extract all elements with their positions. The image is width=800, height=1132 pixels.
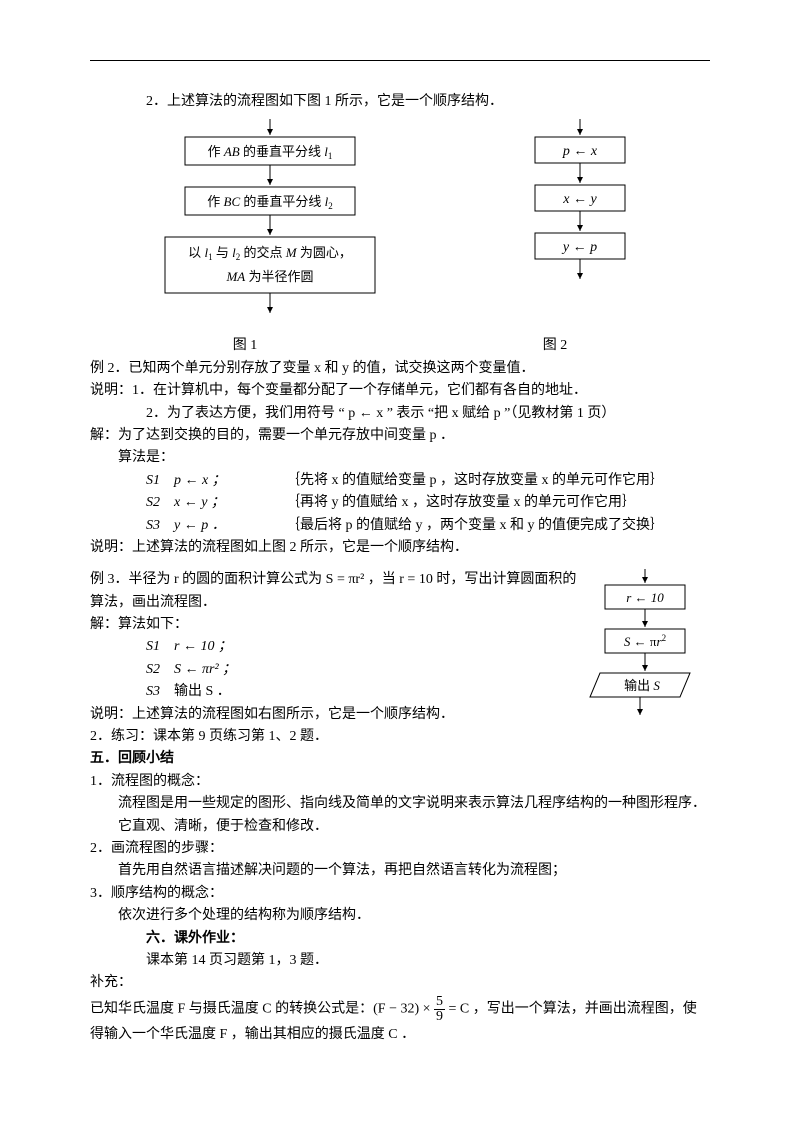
ex2-conclusion: 说明：上述算法的流程图如上图 2 所示，它是一个顺序结构． — [90, 537, 710, 559]
fc1-box3-l2: MA 为半径作圆 — [225, 269, 313, 284]
supp-label: 补充： — [90, 972, 710, 994]
supp-text: 已知华氏温度 F 与摄氏温度 C 的转换公式是：(F − 32) × 5 9 =… — [90, 995, 710, 1046]
item2-text: 上述算法的流程图如下图 1 所示，它是一个顺序结构． — [167, 91, 503, 113]
figure-labels: 图 1 图 2 — [90, 335, 710, 357]
sec5-i2-num: 2．画流程图的步骤： — [90, 838, 710, 860]
ex3-conclusion: 说明：上述算法的流程图如右图所示，它是一个顺序结构． — [90, 704, 580, 726]
sec6-title: 六．课外作业： — [146, 928, 710, 950]
sec5-i3-num: 3．顺序结构的概念： — [90, 883, 710, 905]
ex2-s1: S1 p ← x ； ｛先将 x 的值赋给变量 p ，这时存放变量 x 的单元可… — [146, 470, 710, 492]
example3-block: 例 3．半径为 r 的圆的面积计算公式为 S = πr² ，当 r = 10 时… — [90, 569, 710, 748]
sec5-i3-text: 依次进行多个处理的结构称为顺序结构． — [118, 905, 710, 927]
fc2-box3-text: y ← p — [561, 240, 597, 255]
sec5-i2-text: 首先用自然语言描述解决问题的一个算法，再把自然语言转化为流程图； — [118, 860, 710, 882]
ex2-sol: 解：为了达到交换的目的，需要一个单元存放中间变量 p ． — [90, 425, 710, 447]
flowcharts-row: 作 AB 的垂直平分线 l1 作 BC 的垂直平分线 l2 以 l1 与 l2 … — [90, 119, 710, 329]
ex2-note1: 说明：1．在计算机中，每个变量都分配了一个存储单元，它们都有各自的地址． — [90, 380, 710, 402]
ex2-s2: S2 x ← y ； ｛再将 y 的值赋给 x ，这时存放变量 x 的单元可作它… — [146, 492, 710, 514]
fc2-box2-text: x ← y — [562, 192, 597, 207]
ex2-title: 例 2．已知两个单元分别存放了变量 x 和 y 的值，试交换这两个变量值． — [90, 358, 710, 380]
ex2-algo-label: 算法是： — [118, 447, 710, 469]
fig2-label: 图 2 — [543, 335, 568, 357]
fc1-box1-text: 作 AB 的垂直平分线 l1 — [208, 144, 333, 161]
flowchart-3: r ← 10 S ← πr2 输出 S — [580, 569, 710, 739]
fc1-box2-text: 作 BC 的垂直平分线 l2 — [207, 194, 333, 211]
ex3-sol-label: 解：算法如下： — [90, 614, 580, 636]
ex3-s1: S1 r ← 10 ； — [146, 636, 580, 658]
sec5-i1-text: 流程图是用一些规定的图形、指向线及简单的文字说明来表示算法几程序结构的一种图形程… — [118, 793, 710, 838]
fc1-box3-l1: 以 l1 与 l2 的交点 M 为圆心， — [188, 245, 352, 262]
fc3-box1-text: r ← 10 — [626, 590, 664, 605]
ex2-note2: 2．为了表达方便，我们用符号 “ p ← x ” 表示 “把 x 赋给 p ”（… — [146, 403, 710, 425]
ex3-title: 例 3．半径为 r 的圆的面积计算公式为 S = πr² ，当 r = 10 时… — [90, 569, 580, 614]
sec5-i1-num: 1．流程图的概念： — [90, 771, 710, 793]
fc3-box3-text: 输出 S — [624, 678, 660, 693]
sec5-title: 五．回顾小结 — [90, 748, 710, 770]
ex2-s3: S3 y ← p ． ｛最后将 p 的值赋给 y ，两个变量 x 和 y 的值便… — [146, 515, 710, 537]
ex3-s2: S2 S ← πr² ； — [146, 659, 580, 681]
fc3-box2-text: S ← πr2 — [624, 633, 666, 649]
item2: 2． 上述算法的流程图如下图 1 所示，它是一个顺序结构． — [146, 91, 710, 113]
flowchart-1: 作 AB 的垂直平分线 l1 作 BC 的垂直平分线 l2 以 l1 与 l2 … — [155, 119, 385, 329]
fc2-box1-text: p ← x — [562, 144, 598, 159]
top-rule — [90, 60, 710, 61]
fraction-5-9: 5 9 — [434, 995, 445, 1024]
practice-line: 2．练习：课本第 9 页练习第 1、2 题． — [90, 726, 580, 748]
fig1-label: 图 1 — [233, 335, 258, 357]
sec6-text: 课本第 14 页习题第 1，3 题． — [146, 950, 710, 972]
item2-num: 2． — [146, 91, 167, 113]
flowchart-2: p ← x x ← y y ← p — [515, 119, 645, 329]
ex3-s3: S3 输出 S ． — [146, 681, 580, 703]
